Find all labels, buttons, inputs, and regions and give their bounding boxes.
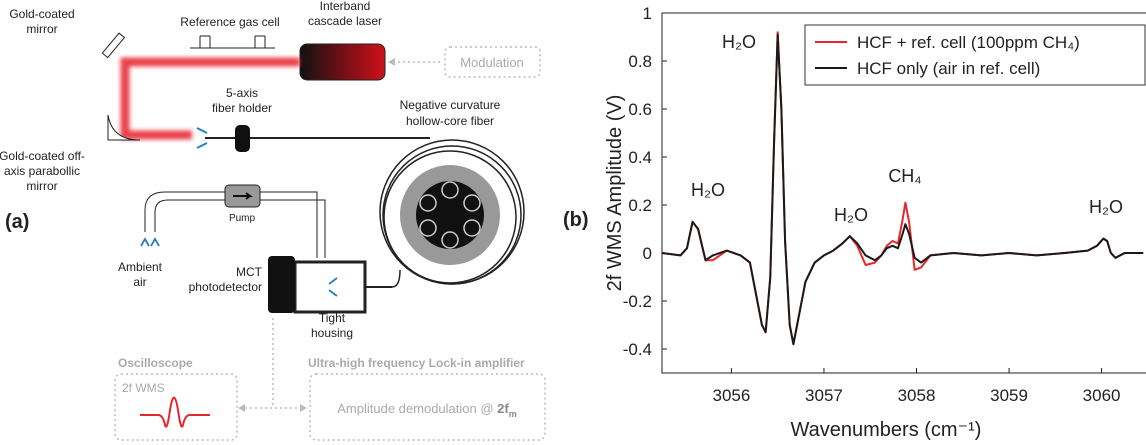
label: 2f WMS (122, 381, 165, 395)
fiber-holder (235, 125, 250, 152)
x-tick-label: 3056 (712, 386, 750, 405)
panel-label: (a) (5, 211, 29, 233)
fiber-coil (379, 139, 525, 285)
oscilloscope-box (114, 373, 238, 441)
x-tick-label: 3057 (805, 386, 843, 405)
air-arrows (140, 237, 160, 247)
label: cascade laser (308, 14, 382, 28)
pump-arrow (233, 192, 253, 200)
annotation: H₂O (722, 32, 756, 52)
capillaries (419, 181, 481, 249)
x-tick-label: 3060 (1083, 386, 1121, 405)
y-tick-label: -0.4 (623, 340, 652, 359)
mirror (101, 32, 126, 59)
wms-trace (140, 396, 210, 428)
label: Ultra-high frequency Lock-in amplifier (308, 356, 525, 370)
annotation: CH₄ (888, 166, 921, 186)
label: Gold-coated off- (0, 149, 85, 163)
legend-label: HCF + ref. cell (100ppm CH₄) (857, 33, 1080, 52)
parabolic-mirror (107, 114, 141, 141)
diagram: (a) Gold-coated mirror Reference gas cel… (0, 0, 546, 441)
label: Ambient (118, 260, 163, 274)
label: Amplitude demodulation @ (337, 401, 497, 416)
label: Modulation (460, 55, 524, 70)
beam (120, 57, 300, 140)
x-axis-label: Wavenumbers (cm⁻¹) (791, 419, 982, 441)
series-line (661, 33, 1144, 346)
label: Gold-coated (9, 7, 74, 21)
label: photodetector (189, 280, 262, 294)
label: housing (311, 326, 353, 340)
y-tick-label: 0.4 (628, 148, 652, 167)
label: Oscilloscope (118, 356, 193, 370)
label: Interband (320, 0, 371, 13)
legend-box (804, 24, 1146, 86)
label: 5-axis (226, 86, 258, 100)
x-tick-label: 3058 (898, 386, 936, 405)
annotation: H₂O (834, 205, 868, 225)
label: axis parabollic (4, 164, 80, 178)
label: MCT (236, 265, 263, 279)
label: mirror (26, 22, 57, 36)
chart: 1 0.8 0.6 0.4 0.2 0 -0.2 -0.4 3056 3057 3058 3059 30… (604, 4, 1146, 441)
y-tick-label: 0.6 (628, 100, 652, 119)
panel-label: (b) (563, 209, 589, 231)
photodetector (268, 256, 295, 313)
label: 2f (497, 401, 509, 416)
annotation: H₂O (1089, 197, 1123, 217)
fiber (391, 269, 401, 288)
arrowheads (238, 404, 307, 412)
y-axis-label: 2f WMS Amplitude (V) (604, 95, 626, 292)
label: Tight (319, 311, 346, 325)
fiber-core (416, 181, 484, 249)
beam-arrows (328, 277, 338, 297)
label: Negative curvature (400, 98, 501, 112)
y-tick-label: 0.2 (628, 196, 652, 215)
y-tick-label: 0.8 (628, 52, 652, 71)
y-tick-label: 1 (643, 4, 652, 23)
lockin-box (309, 373, 546, 441)
arrowhead (388, 58, 395, 66)
label: hollow-core fiber (406, 114, 494, 128)
legend-label: HCF only (air in ref. cell) (857, 59, 1040, 78)
laser (299, 43, 386, 81)
label: air (133, 275, 146, 289)
label: mirror (26, 179, 57, 193)
y-tick-label: -0.2 (623, 292, 652, 311)
signal-line (240, 318, 305, 409)
tubing (144, 191, 326, 258)
label: m (509, 409, 517, 419)
label: Reference gas cell (180, 15, 279, 29)
coupling-arrows (196, 127, 208, 149)
annotation: H₂O (691, 180, 725, 200)
axes-frame (661, 12, 1146, 374)
gas-cell (190, 35, 275, 49)
label: Amplitude demodulation @ 2fm (337, 401, 516, 419)
label: fiber holder (212, 101, 272, 115)
label: Pump (229, 213, 256, 224)
y-tick-label: 0 (643, 244, 652, 263)
x-tick-label: 3059 (990, 386, 1028, 405)
